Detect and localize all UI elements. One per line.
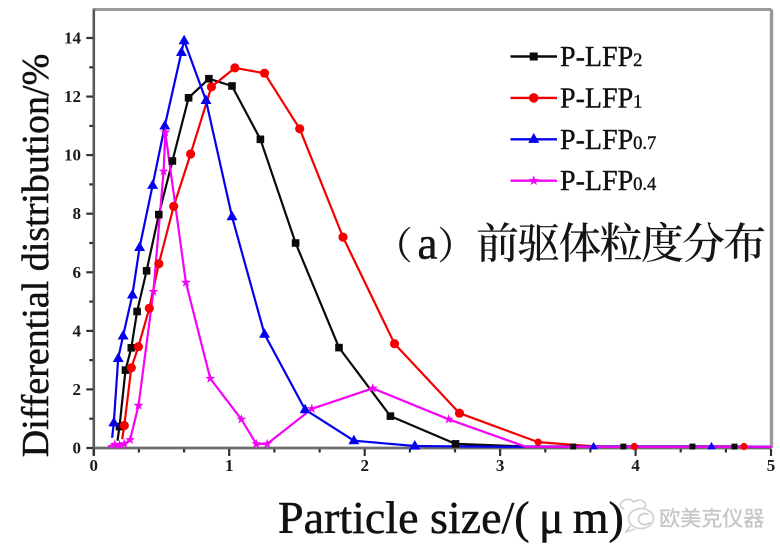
svg-text:10: 10 [64,146,81,165]
svg-text:Differential distribution/%: Differential distribution/% [15,54,57,458]
svg-text:0: 0 [90,456,99,475]
svg-text:0: 0 [73,439,82,458]
svg-text:4: 4 [73,321,82,340]
svg-text:12: 12 [64,87,81,106]
svg-text:a: a [418,219,438,269]
svg-text:8: 8 [73,204,82,223]
svg-text:P-LFP1: P-LFP1 [560,83,642,114]
svg-text:14: 14 [64,29,82,48]
svg-text:2: 2 [360,456,369,475]
svg-text:3: 3 [496,456,505,475]
svg-text:P-LFP2: P-LFP2 [560,42,642,73]
svg-text:5: 5 [767,456,776,475]
svg-text:1: 1 [225,456,234,475]
svg-text:2: 2 [73,380,82,399]
svg-text:P-LFP0.4: P-LFP0.4 [560,166,656,197]
svg-text:P-LFP0.7: P-LFP0.7 [560,125,656,156]
svg-text:4: 4 [631,456,640,475]
svg-text:6: 6 [73,263,82,282]
svg-text:Particle size/( μ m): Particle size/( μ m) [278,492,624,543]
